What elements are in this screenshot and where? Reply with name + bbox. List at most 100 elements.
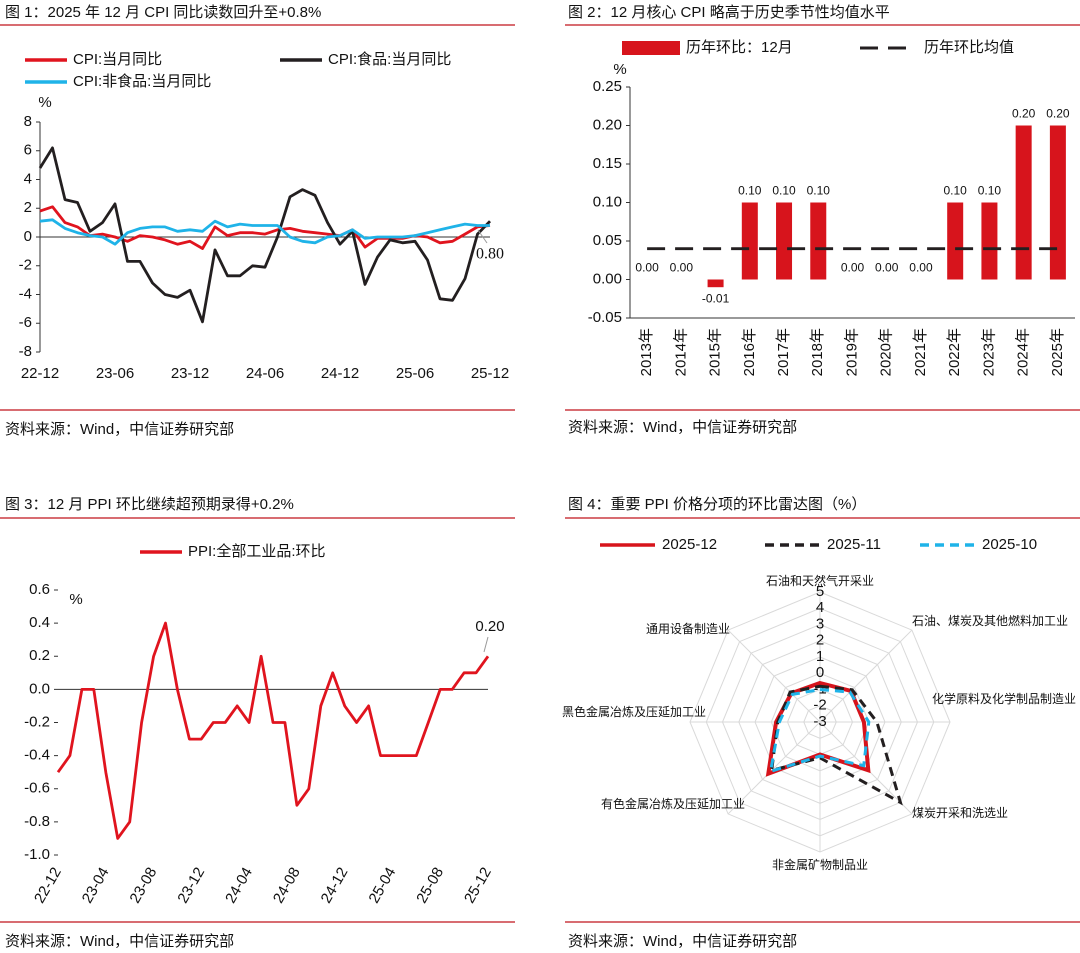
value-label: 0.00 bbox=[635, 261, 659, 275]
x-tick-label: 2022年 bbox=[946, 328, 963, 376]
annotation: 0.20 bbox=[475, 618, 504, 635]
axis-label: 非金属矿物制品业 bbox=[772, 857, 868, 872]
series-line bbox=[39, 218, 490, 246]
axis-label: 有色金属冶炼及压延加工业 bbox=[601, 796, 745, 811]
y-tick-label: 4 bbox=[24, 170, 32, 187]
r-tick-label: 5 bbox=[816, 583, 824, 600]
x-tick-label: 2021年 bbox=[912, 328, 929, 376]
y-tick-label: -0.4 bbox=[24, 747, 50, 764]
value-label: 0.10 bbox=[978, 184, 1002, 198]
bar bbox=[707, 279, 724, 288]
axis-label: 化学原料及化学制品制造业 bbox=[932, 691, 1076, 706]
y-tick-label: -1.0 bbox=[24, 846, 50, 863]
y-tick-label: -0.6 bbox=[24, 780, 50, 797]
y-tick-label: 0.10 bbox=[593, 193, 622, 210]
legend-label: CPI:当月同比 bbox=[73, 51, 162, 68]
value-label: -0.01 bbox=[702, 291, 730, 305]
x-tick-label: 24-06 bbox=[246, 365, 284, 382]
r-tick-label: 1 bbox=[816, 648, 824, 665]
x-tick-label: 2018年 bbox=[809, 328, 826, 376]
figure-title: 图 2：12 月核心 CPI 略高于历史季节性均值水平 bbox=[568, 4, 890, 21]
spoke bbox=[727, 629, 821, 723]
source-note: 资料来源：Wind，中信证券研究部 bbox=[5, 421, 234, 438]
x-tick-label: 2019年 bbox=[843, 328, 860, 376]
x-tick-label: 25-12 bbox=[471, 365, 509, 382]
legend-label: 历年环比均值 bbox=[924, 39, 1014, 56]
series-line bbox=[56, 621, 490, 840]
y-axis-unit: % bbox=[38, 94, 51, 111]
r-tick-label: 0 bbox=[816, 664, 824, 681]
y-tick-label: 8 bbox=[24, 113, 32, 130]
bar bbox=[810, 202, 827, 280]
value-label: 0.10 bbox=[807, 184, 831, 198]
legend-swatch bbox=[622, 41, 680, 55]
series-line bbox=[38, 146, 492, 324]
x-tick-label: 2015年 bbox=[707, 328, 724, 376]
source-note: 资料来源：Wind，中信证券研究部 bbox=[568, 933, 797, 950]
x-tick-label: 2017年 bbox=[775, 328, 792, 376]
y-tick-label: -6 bbox=[19, 314, 32, 331]
bar bbox=[1015, 125, 1032, 280]
y-tick-label: -2 bbox=[19, 257, 32, 274]
radar-series bbox=[769, 684, 903, 806]
legend-label: 2025-10 bbox=[982, 536, 1037, 553]
figure-title: 图 4：重要 PPI 价格分项的环比雷达图（%） bbox=[568, 496, 866, 513]
legend-label: CPI:食品:当月同比 bbox=[328, 51, 451, 68]
legend-label: CPI:非食品:当月同比 bbox=[73, 73, 211, 90]
legend-label: PPI:全部工业品:环比 bbox=[188, 542, 326, 560]
x-tick-label: 2024年 bbox=[1015, 328, 1032, 376]
value-label: 0.00 bbox=[909, 261, 933, 275]
axis-label: 煤炭开采和洗选业 bbox=[912, 806, 1008, 820]
source-note: 资料来源：Wind，中信证券研究部 bbox=[5, 933, 234, 950]
value-label: 0.00 bbox=[670, 261, 694, 275]
axis-label: 通用设备制造业 bbox=[646, 622, 730, 636]
x-tick-label: 2023年 bbox=[980, 328, 997, 376]
legend-label: 2025-12 bbox=[662, 536, 717, 553]
y-tick-label: -0.8 bbox=[24, 813, 50, 830]
y-tick-label: 0.05 bbox=[593, 232, 622, 249]
y-tick-label: -0.05 bbox=[588, 309, 622, 326]
annotation-leader bbox=[477, 229, 488, 244]
figure-title: 图 3：12 月 PPI 环比继续超预期录得+0.2% bbox=[5, 496, 294, 513]
y-tick-label: 0.6 bbox=[29, 581, 50, 598]
y-tick-label: 2 bbox=[24, 199, 32, 216]
r-tick-label: 4 bbox=[816, 599, 824, 616]
radar-series bbox=[768, 687, 871, 774]
y-axis-unit: % bbox=[69, 591, 82, 608]
x-tick-label: 23-12 bbox=[171, 365, 209, 382]
value-label: 0.00 bbox=[841, 261, 865, 275]
annotation-leader bbox=[483, 636, 489, 653]
r-tick-label: 3 bbox=[816, 615, 824, 632]
y-tick-label: 0.0 bbox=[29, 680, 50, 697]
value-label: 0.10 bbox=[772, 184, 796, 198]
y-tick-label: 0.25 bbox=[593, 78, 622, 95]
value-label: 0.20 bbox=[1046, 107, 1070, 121]
x-tick-label: 2016年 bbox=[741, 328, 758, 376]
axis-label: 石油、煤炭及其他燃料加工业 bbox=[912, 613, 1068, 628]
y-tick-label: -0.2 bbox=[24, 713, 50, 730]
y-tick-label: 6 bbox=[24, 142, 32, 159]
x-tick-label: 2025年 bbox=[1049, 328, 1066, 376]
legend-label: 历年环比：12月 bbox=[686, 39, 793, 56]
value-label: 0.00 bbox=[875, 261, 899, 275]
y-tick-label: 0.15 bbox=[593, 155, 622, 172]
y-tick-label: 0.00 bbox=[593, 270, 622, 287]
y-tick-label: -8 bbox=[19, 343, 32, 360]
value-label: 0.10 bbox=[738, 184, 762, 198]
r-tick-label: -3 bbox=[813, 713, 826, 730]
x-tick-label: 2013年 bbox=[638, 328, 655, 376]
spoke bbox=[727, 721, 821, 815]
bar bbox=[776, 202, 793, 280]
x-tick-label: 23-06 bbox=[96, 365, 134, 382]
value-label: 0.20 bbox=[1012, 107, 1036, 121]
y-tick-label: 0 bbox=[24, 228, 32, 245]
y-axis-unit: % bbox=[613, 61, 626, 78]
bar bbox=[947, 202, 964, 280]
x-tick-label: 2020年 bbox=[878, 328, 895, 376]
x-tick-label: 22-12 bbox=[21, 365, 59, 382]
y-tick-label: -4 bbox=[19, 285, 32, 302]
y-tick-label: 0.2 bbox=[29, 647, 50, 664]
x-tick-label: 2014年 bbox=[672, 328, 689, 376]
axis-label: 黑色金属冶炼及压延加工业 bbox=[562, 704, 706, 719]
